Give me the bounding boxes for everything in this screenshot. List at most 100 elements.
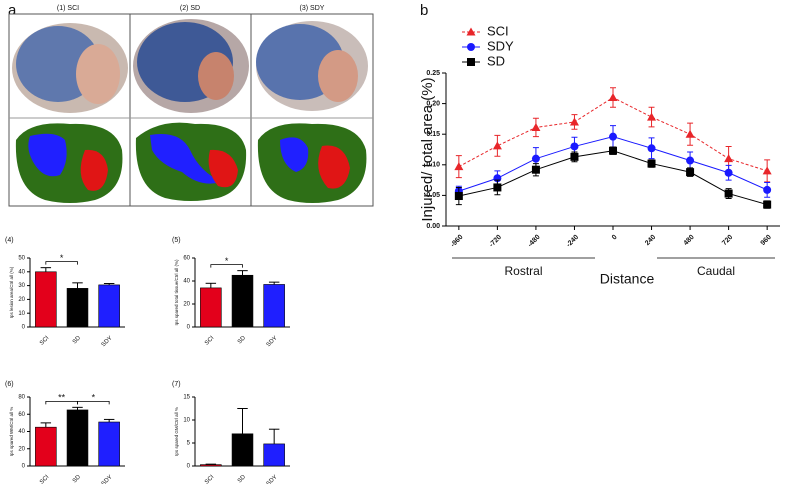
x-tick-label: SD [72,474,83,484]
x-tick-label: SCI [204,474,216,484]
x-tick-label: -480 [527,234,542,249]
y-tick-label: 20 [18,297,25,303]
data-point [686,156,695,165]
legend-label: SD [487,53,505,68]
x-tick-label: SDY [266,474,279,484]
y-tick-label: 0 [187,325,191,331]
histology-images [8,13,374,207]
data-point [608,92,618,101]
x-tick-label: 240 [644,234,657,247]
x-tick-label: SDY [101,474,114,484]
data-point [763,200,772,209]
x-tick-label: SD [237,474,248,484]
significance-bracket [210,264,243,268]
y-tick-label: 0.20 [426,100,440,107]
legend-marker [466,27,476,36]
data-point [647,112,657,121]
x-tick-label: SDY [266,335,279,348]
bar [263,284,285,328]
legend-label: SDY [487,38,514,53]
y-tick-label: 10 [18,311,25,317]
y-tick-label: 40 [18,429,25,435]
y-tick-label: 0.05 [426,192,440,199]
y-tick-label: 5 [187,441,191,447]
series-line [458,150,768,206]
data-point [724,168,733,177]
data-point [531,154,540,163]
data-point [569,117,579,126]
significance-label: * [92,393,96,403]
y-tick-label: 60 [183,256,190,262]
data-point [609,132,617,141]
bar [200,464,222,467]
y-tick-label: 0.10 [426,162,440,169]
data-point [647,159,656,168]
data-point [685,129,695,138]
x-tick-label: SDY [101,335,114,348]
x-tick-label: -240 [565,234,580,249]
significance-bracket [45,261,78,265]
bar [66,288,89,328]
x-tick-label: -960 [450,234,465,249]
data-point [609,146,617,155]
data-point [493,183,502,192]
data-point [454,162,464,171]
data-point [762,166,772,175]
chart-title: (7) [172,381,181,388]
x-axis-label: Distance [600,271,655,287]
significance-label: * [225,256,229,266]
y-tick-label: 40 [183,279,190,285]
data-point [531,122,541,131]
bar [200,287,222,328]
data-point [724,189,733,198]
legend-marker [467,58,475,66]
data-point [570,142,579,151]
y-tick-label: 30 [18,283,25,289]
data-point [647,144,656,153]
significance-label: * [60,253,64,263]
y-tick-label: 0.15 [426,131,440,138]
bar [66,409,89,467]
image-label: (1) SCI [57,5,79,12]
significance-label: ** [58,393,66,403]
y-tick-label: 0 [187,464,191,470]
y-axis-label: Ips spared total tissue/Ctrl all (%) [174,259,179,326]
data-point [763,185,772,194]
bar [231,433,254,467]
y-tick-label: 0 [22,464,26,470]
y-axis-label: Injured/ total area (%) [419,77,436,221]
y-axis-label: Ips lesion area/Ctrl all (%) [9,266,14,318]
x-tick-label: SD [237,335,248,346]
y-tick-label: 0.00 [426,223,440,230]
x-tick-label: 960 [760,234,773,247]
x-tick-label: SCI [39,335,51,347]
bar [35,271,57,328]
y-tick-label: 20 [183,302,190,308]
y-tick-label: 80 [18,395,25,401]
y-tick-label: 15 [183,395,190,401]
data-point [686,168,695,177]
bar [98,421,120,467]
data-point [724,154,734,163]
data-point [531,165,540,174]
legend-marker [467,43,475,51]
x-tick-label: 720 [721,234,734,247]
y-tick-label: 20 [18,446,25,452]
significance-bracket [77,400,110,405]
x-tick-label: 480 [683,234,696,247]
y-tick-label: 40 [18,269,25,275]
y-tick-label: 10 [183,418,190,424]
x-tick-label: -720 [488,234,503,249]
legend-label: SCI [487,23,509,38]
data-point [454,192,463,201]
y-tick-label: 0.25 [426,70,440,77]
x-tick-label: SCI [39,474,51,484]
chart-title: (6) [5,381,14,388]
panel-label: b [420,2,428,19]
y-axis-label: Ips spared WM/Ctrl all % [9,407,14,457]
bar [263,443,285,467]
bar [98,284,120,328]
bar [231,274,254,328]
y-tick-label: 50 [18,256,25,262]
